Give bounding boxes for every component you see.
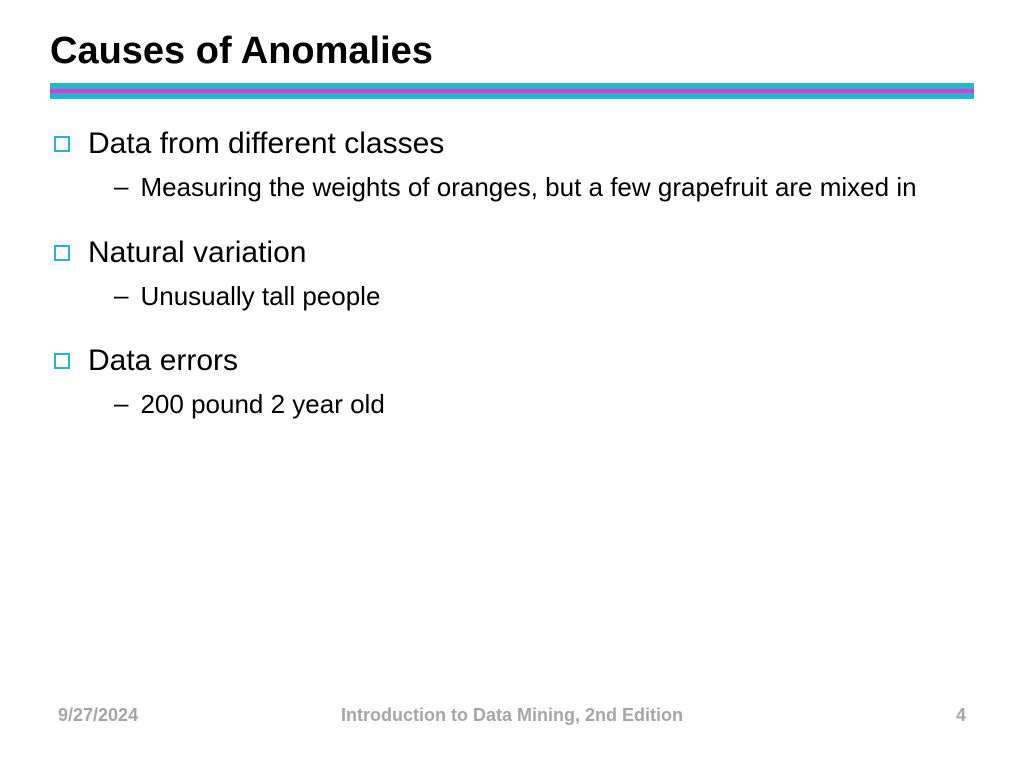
footer-date: 9/27/2024: [58, 705, 285, 726]
bullet-text: Data from different classes: [88, 127, 444, 161]
list-item: Natural variation – Unusually tall peopl…: [54, 236, 974, 313]
bullet-level1: Natural variation: [54, 236, 974, 270]
dash-bullet-icon: –: [114, 280, 128, 311]
bullet-level1: Data from different classes: [54, 127, 974, 161]
square-bullet-icon: [54, 136, 70, 152]
square-bullet-icon: [54, 353, 70, 369]
slide: Causes of Anomalies Data from different …: [0, 0, 1024, 768]
footer-title: Introduction to Data Mining, 2nd Edition: [285, 705, 739, 726]
bullet-level2: – Unusually tall people: [54, 280, 974, 313]
list-item: Data errors – 200 pound 2 year old: [54, 344, 974, 421]
sub-bullet-text: Unusually tall people: [140, 280, 380, 313]
title-rule: [50, 83, 974, 99]
square-bullet-icon: [54, 245, 70, 261]
dash-bullet-icon: –: [114, 388, 128, 419]
bullet-text: Natural variation: [88, 236, 306, 270]
content-area: Data from different classes – Measuring …: [50, 127, 974, 421]
rule-bar-bot: [50, 93, 974, 99]
slide-footer: 9/27/2024 Introduction to Data Mining, 2…: [0, 705, 1024, 726]
footer-page: 4: [739, 705, 966, 726]
sub-bullet-text: Measuring the weights of oranges, but a …: [140, 171, 916, 204]
bullet-level2: – Measuring the weights of oranges, but …: [54, 171, 974, 204]
dash-bullet-icon: –: [114, 171, 128, 202]
sub-bullet-text: 200 pound 2 year old: [140, 388, 384, 421]
bullet-level2: – 200 pound 2 year old: [54, 388, 974, 421]
list-item: Data from different classes – Measuring …: [54, 127, 974, 204]
slide-title: Causes of Anomalies: [50, 30, 974, 73]
bullet-level1: Data errors: [54, 344, 974, 378]
bullet-text: Data errors: [88, 344, 238, 378]
